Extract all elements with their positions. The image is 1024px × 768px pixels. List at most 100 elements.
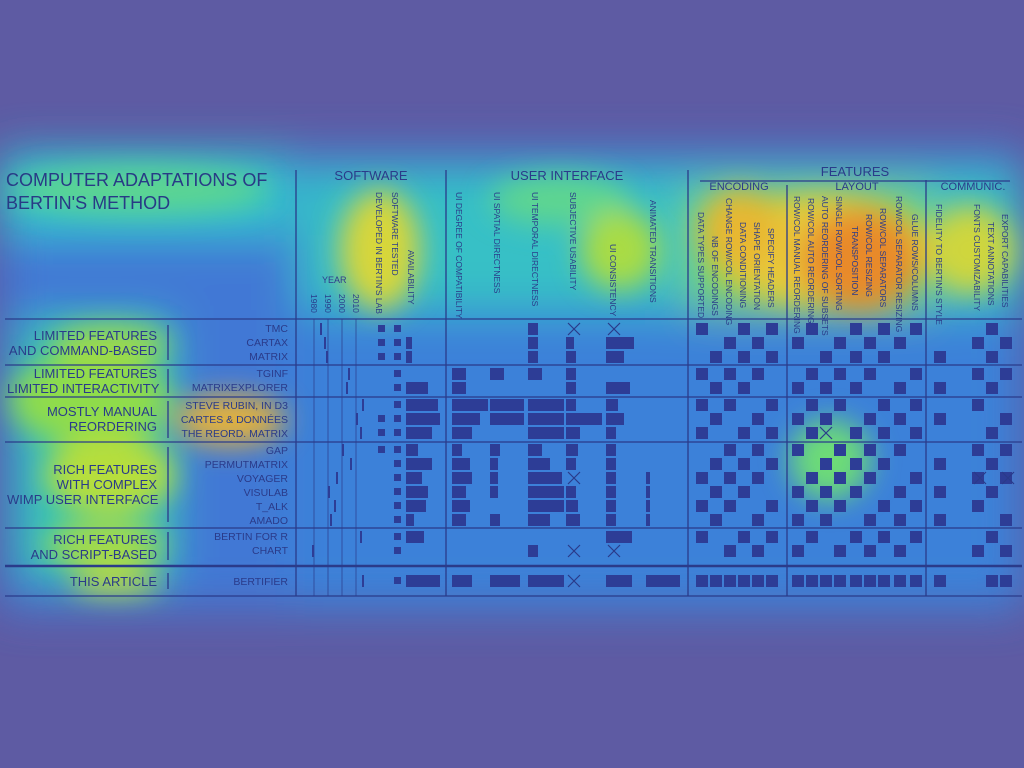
table-cell-mark: [566, 337, 574, 349]
col-fidelity-to-bertins-style: FIDELITY TO BERTIN'S STYLE: [934, 204, 944, 325]
table-cell-mark: [850, 486, 862, 498]
table-cell-mark: [934, 413, 946, 425]
table-cell-mark: [490, 575, 520, 587]
table-cell-mark: [346, 382, 348, 394]
table-cell-mark: [820, 413, 832, 425]
table-cell-mark: [646, 575, 680, 587]
table-cell-mark: [528, 413, 564, 425]
table-cell-mark: [406, 382, 428, 394]
group-label-manual-reordering: MOSTLY MANUAL REORDERING: [7, 404, 157, 434]
table-cell-mark: [752, 545, 764, 557]
table-cell-mark: [566, 444, 578, 456]
table-cell-mark: [490, 514, 500, 526]
group-line: WITH COMPLEX: [56, 477, 157, 492]
table-cell-mark: [696, 531, 708, 543]
table-cell-mark: [864, 413, 876, 425]
table-cell-mark: [878, 323, 890, 335]
table-cell-mark: [834, 399, 846, 411]
table-cell-mark: [806, 472, 818, 484]
col-row-col-resizing: ROW/COL RESIZING: [864, 214, 874, 297]
table-cross-mark: [1001, 471, 1015, 485]
table-cell-mark: [878, 399, 890, 411]
tool-tmc: TMC: [265, 323, 288, 335]
table-cell-mark: [864, 472, 876, 484]
table-cell-mark: [864, 545, 876, 557]
col-auto-reordering-of-subsets: AUTO REORDERING OF SUBSETS: [820, 196, 830, 336]
table-cell-mark: [324, 337, 326, 349]
table-cell-mark: [606, 575, 632, 587]
col-ui-consistency: UI CONSISTENCY: [608, 244, 618, 317]
table-cell-mark: [834, 368, 846, 380]
table-cell-mark: [1000, 514, 1012, 526]
table-cell-mark: [528, 500, 564, 512]
table-cell-mark: [606, 382, 630, 394]
table-cell-mark: [864, 575, 876, 587]
table-cell-mark: [606, 531, 632, 543]
table-cross-mark: [607, 322, 621, 336]
table-cell-mark: [806, 575, 818, 587]
table-cell-mark: [406, 413, 440, 425]
table-cell-mark: [834, 337, 846, 349]
table-cell-mark: [972, 500, 984, 512]
table-cell-mark: [394, 547, 401, 554]
table-cell-mark: [752, 368, 764, 380]
table-cell-mark: [394, 384, 401, 391]
table-cell-mark: [394, 446, 401, 453]
table-cross-mark: [607, 544, 621, 558]
table-cell-mark: [378, 353, 385, 360]
tool-matrixexplorer: MATRIXEXPLORER: [191, 382, 288, 394]
tool-t-alk: T_ALK: [255, 501, 288, 513]
table-cell-mark: [910, 472, 922, 484]
table-cell-mark: [766, 531, 778, 543]
table-cell-mark: [820, 382, 832, 394]
tool-gap: GAP: [265, 445, 288, 457]
table-cell-mark: [834, 472, 846, 484]
table-cell-mark: [894, 337, 906, 349]
table-cell-mark: [394, 474, 401, 481]
table-cell-mark: [528, 337, 538, 349]
table-cell-mark: [490, 368, 504, 380]
col-animated-transitions: ANIMATED TRANSITIONS: [648, 200, 658, 303]
table-cell-mark: [356, 413, 358, 425]
table-cell-mark: [724, 545, 736, 557]
table-cell-mark: [566, 351, 576, 363]
col-ui-temporal-directness: UI TEMPORAL DIRECTNESS: [530, 192, 540, 307]
table-cell-mark: [766, 399, 778, 411]
table-cell-mark: [934, 514, 946, 526]
table-cell-mark: [972, 545, 984, 557]
table-cell-mark: [406, 444, 418, 456]
table-cell-mark: [878, 531, 890, 543]
table-cell-mark: [766, 500, 778, 512]
table-cell-mark: [394, 325, 401, 332]
group-line: WIMP USER INTERFACE: [7, 492, 159, 507]
group-label-script-based: RICH FEATURES AND SCRIPT-BASED: [7, 532, 157, 562]
table-cell-mark: [452, 413, 480, 425]
table-cell-mark: [850, 458, 862, 470]
table-cell-mark: [406, 337, 412, 349]
table-cell-mark: [328, 486, 330, 498]
table-cell-mark: [696, 427, 708, 439]
table-cell-mark: [360, 427, 362, 439]
table-cell-mark: [752, 444, 764, 456]
table-cell-mark: [606, 458, 616, 470]
table-cell-mark: [792, 413, 804, 425]
table-cell-mark: [406, 351, 412, 363]
table-cell-mark: [910, 500, 922, 512]
table-cell-mark: [806, 427, 818, 439]
table-cell-mark: [406, 427, 432, 439]
table-cell-mark: [910, 399, 922, 411]
table-cell-mark: [406, 458, 432, 470]
table-cell-mark: [394, 353, 401, 360]
table-cross-mark: [567, 322, 581, 336]
table-cell-mark: [606, 472, 616, 484]
table-cell-mark: [696, 323, 708, 335]
col-change-row-col-encoding: CHANGE ROW/COL ENCODING: [724, 198, 734, 326]
table-cell-mark: [330, 514, 332, 526]
table-cell-mark: [986, 486, 998, 498]
tool-cartes-donnees: CARTES & DONNÉES: [180, 414, 288, 426]
table-cell-mark: [528, 514, 550, 526]
table-cell-mark: [378, 325, 385, 332]
col-row-col-separator-resizing: ROW/COL SEPARATOR RESIZING: [894, 196, 904, 333]
table-cell-mark: [972, 399, 984, 411]
